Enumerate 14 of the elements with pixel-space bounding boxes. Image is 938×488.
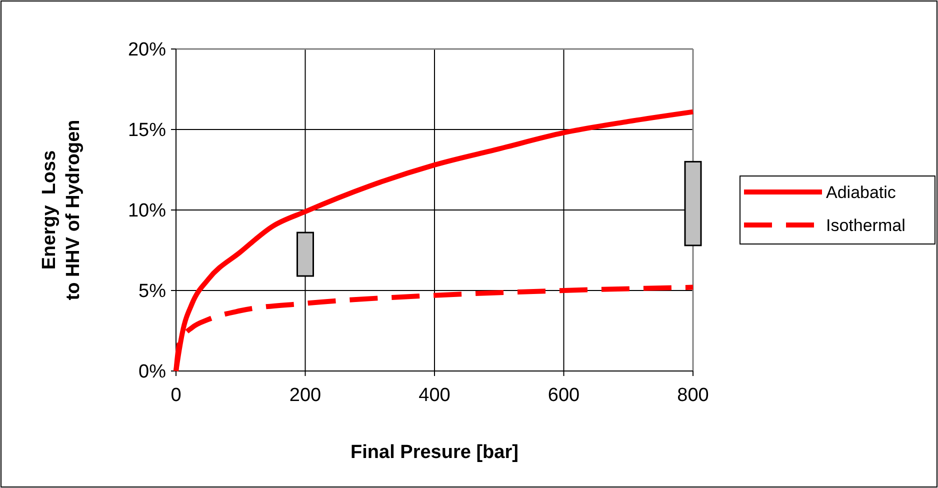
y-axis-title: Energy Loss to HHV of Hydrogen	[39, 120, 84, 300]
legend-label: Isothermal	[826, 216, 906, 235]
x-tick-label: 0	[170, 385, 182, 406]
y-tick-label: 0%	[138, 362, 166, 383]
legend-label: Adiabatic	[826, 182, 896, 202]
x-axis-title: Final Presure [bar]	[350, 442, 518, 463]
x-tick-label: 600	[548, 385, 580, 406]
x-tick-label: 800	[677, 385, 709, 406]
x-tick-label: 200	[289, 385, 322, 406]
x-tick-label: 400	[418, 385, 450, 406]
y-tick-label: 15%	[128, 120, 166, 142]
y-tick-label: 10%	[128, 200, 166, 222]
y-tick-label: 5%	[138, 281, 166, 302]
y-tick-label: 20%	[128, 40, 166, 61]
